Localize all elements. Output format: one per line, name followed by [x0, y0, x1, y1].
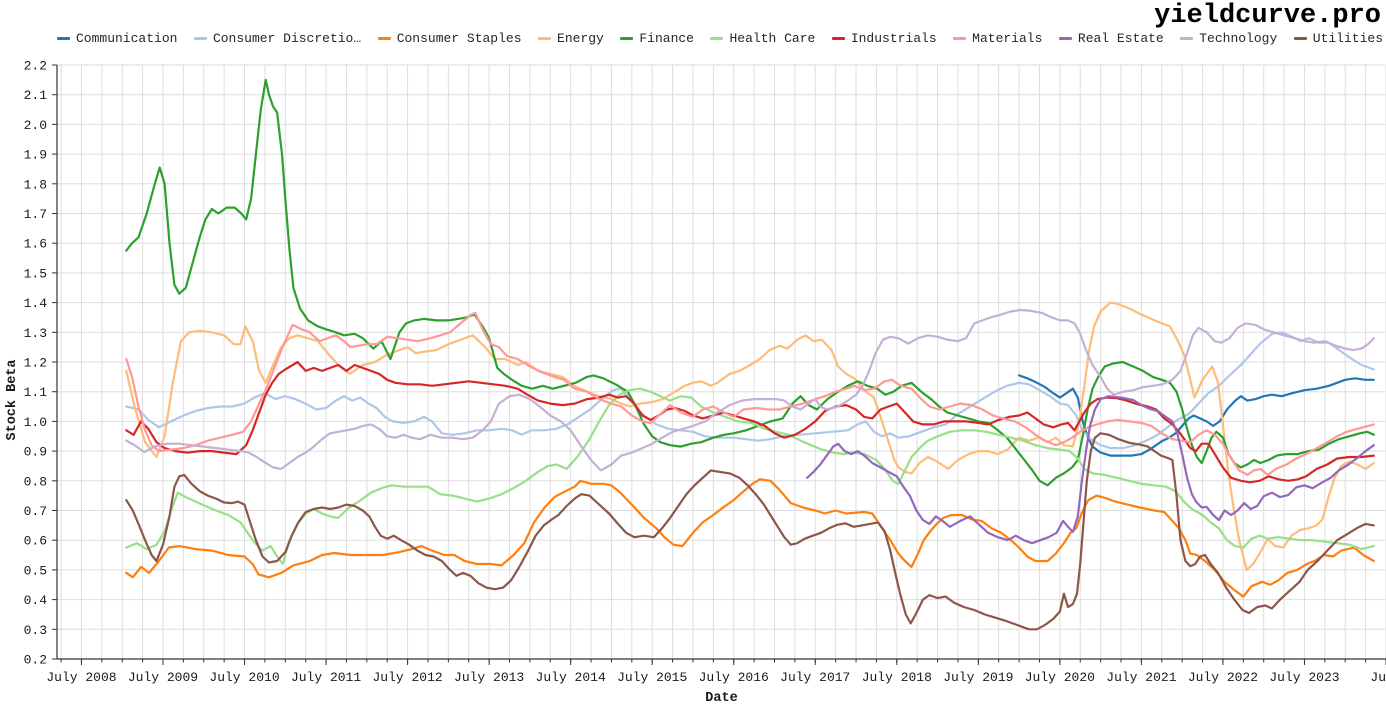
series-line-communication: [1017, 374, 1375, 457]
legend-item-label: Consumer Staples: [396, 31, 522, 46]
y-axis-title: Stock Beta: [5, 359, 20, 440]
legend-line-marker-icon: [710, 37, 724, 40]
series-group: [125, 78, 1375, 631]
y-tick-label: 0.9: [24, 445, 47, 460]
x-tick-label: July 2023: [1269, 670, 1339, 685]
y-tick-label: 1.5: [24, 266, 47, 281]
x-tick-label: July 2016: [699, 670, 769, 685]
x-tick-label: July 2012: [372, 670, 442, 685]
site-logo: yieldcurve.pro: [1154, 1, 1381, 31]
x-tick-label: July 2013: [454, 670, 524, 685]
legend-item-label: Health Care: [729, 31, 816, 46]
y-tick-label: 0.2: [24, 653, 47, 668]
legend-line-marker-icon: [831, 37, 845, 40]
legend-item-label: Materials: [972, 31, 1043, 46]
legend-line-marker-icon: [1293, 37, 1307, 40]
y-tick-label: 0.3: [24, 623, 47, 638]
legend-item-energy: Energy: [538, 31, 604, 46]
x-tick-label: July 2009: [128, 670, 198, 685]
y-tick-label: 1.4: [24, 296, 48, 311]
y-tick-label: 0.4: [24, 593, 48, 608]
x-tick-label: July 2020: [1025, 670, 1095, 685]
y-tick-label: 1.0: [24, 415, 47, 430]
y-tick-label: 2.0: [24, 118, 47, 133]
x-tick-label: July 2022: [1188, 670, 1258, 685]
x-tick-label: July 2015: [617, 670, 687, 685]
series-line-finance: [125, 78, 1375, 487]
legend-item-real-estate: Real Estate: [1058, 31, 1164, 46]
x-axis-title: Date: [705, 691, 737, 706]
legend-item-label: Communication: [76, 31, 178, 46]
legend-item-label: Real Estate: [1077, 31, 1164, 46]
chart-legend: Communication Consumer Discretio… Consumer…: [57, 31, 1383, 46]
y-tick-label: 1.9: [24, 148, 47, 163]
legend-item-industrials: Industrials: [831, 31, 937, 46]
x-tick-label: July 2011: [291, 670, 361, 685]
legend-item-label: Utilities: [1312, 31, 1383, 46]
legend-line-marker-icon: [57, 37, 70, 40]
series-line-materials: [125, 311, 1375, 476]
legend-line-marker-icon: [538, 37, 552, 40]
legend-item-label: Technology: [1199, 31, 1278, 46]
x-tick-label: July: [1370, 670, 1386, 685]
y-tick-label: 1.2: [24, 356, 47, 371]
legend-item-label: Consumer Discretio…: [212, 31, 362, 46]
y-tick-label: 0.6: [24, 534, 47, 549]
x-tick-label: July 2010: [209, 670, 279, 685]
legend-item-label: Industrials: [850, 31, 937, 46]
legend-item-communication: Communication: [57, 31, 177, 46]
y-tick-label: 1.7: [24, 207, 47, 222]
legend-item-finance: Finance: [620, 31, 694, 46]
legend-item-consumer-discretio-: Consumer Discretio…: [193, 31, 362, 46]
x-tick-label: July 2008: [46, 670, 116, 685]
series-line-energy: [125, 301, 1375, 572]
legend-line-marker-icon: [1180, 37, 1194, 40]
legend-item-health-care: Health Care: [710, 31, 815, 46]
y-tick-label: 2.1: [24, 88, 48, 103]
y-tick-label: 2.2: [24, 59, 47, 74]
legend-line-marker-icon: [1058, 37, 1072, 40]
legend-line-marker-icon: [620, 37, 634, 40]
y-tick-label: 0.7: [24, 504, 47, 519]
x-tick-label: July 2017: [780, 670, 850, 685]
axis-tick-labels: July 2008 July 2009 July 2010 July 2011 July…: [24, 59, 1386, 686]
x-tick-label: July 2018: [862, 670, 932, 685]
series-line-utilities: [125, 432, 1375, 631]
x-tick-label: July 2014: [536, 670, 606, 685]
legend-line-marker-icon: [377, 37, 391, 40]
x-tick-label: July 2019: [943, 670, 1013, 685]
legend-line-marker-icon: [953, 37, 967, 40]
legend-item-consumer-staples: Consumer Staples: [377, 31, 522, 46]
series-line-consumer-staples: [125, 478, 1375, 598]
x-tick-label: July 2021: [1106, 670, 1176, 685]
series-line-consumer-discretio-: [125, 331, 1375, 450]
series-line-real-estate: [805, 395, 1375, 545]
y-tick-label: 0.8: [24, 474, 47, 489]
legend-item-materials: Materials: [953, 31, 1042, 46]
y-tick-label: 0.5: [24, 563, 47, 578]
series-line-technology: [125, 308, 1375, 472]
y-tick-label: 1.8: [24, 177, 47, 192]
legend-item-utilities: Utilities: [1293, 31, 1383, 46]
axis-ticks: [52, 64, 1386, 665]
legend-item-label: Energy: [557, 31, 604, 46]
legend-item-label: Finance: [639, 31, 694, 46]
y-tick-label: 1.6: [24, 237, 47, 252]
y-tick-label: 1.3: [24, 326, 47, 341]
legend-line-marker-icon: [193, 37, 207, 40]
legend-item-technology: Technology: [1180, 31, 1277, 46]
y-tick-label: 1.1: [24, 385, 48, 400]
